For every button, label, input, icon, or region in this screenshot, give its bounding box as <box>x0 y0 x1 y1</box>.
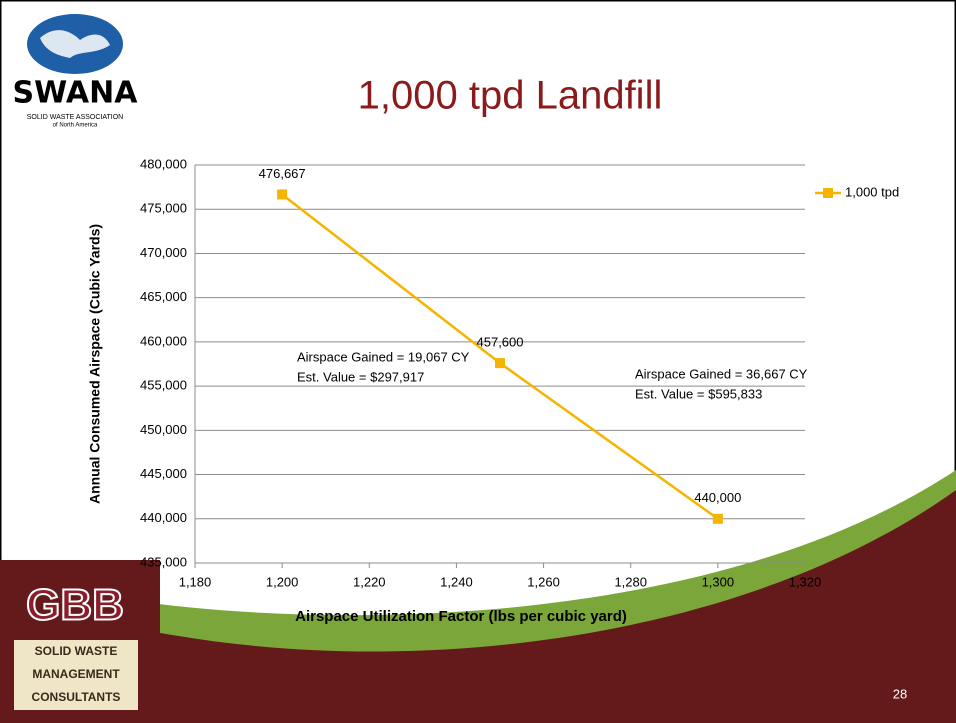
page-number: 28 <box>893 686 907 701</box>
x-tick-label: 1,220 <box>353 574 386 589</box>
x-tick-label: 1,320 <box>789 574 822 589</box>
annotation: Airspace Gained = 19,067 CY <box>297 349 470 364</box>
x-tick-label: 1,260 <box>527 574 560 589</box>
marker <box>712 513 723 524</box>
data-label: 476,667 <box>259 166 306 181</box>
marker <box>495 358 505 369</box>
gbb-line: MANAGEMENT <box>32 667 120 681</box>
x-tick-label: 1,280 <box>614 574 647 589</box>
data-label: 457,600 <box>477 335 524 350</box>
gbb-line: CONSULTANTS <box>32 690 121 704</box>
annotation: Airspace Gained = 36,667 CY <box>635 366 808 381</box>
globe-land <box>40 30 110 58</box>
y-tick-label: 445,000 <box>140 466 187 481</box>
annotation: Est. Value = $595,833 <box>635 386 762 401</box>
y-tick-label: 460,000 <box>140 333 187 348</box>
y-tick-label: 455,000 <box>140 378 187 393</box>
annotation: Est. Value = $297,917 <box>297 369 424 384</box>
x-tick-label: 1,200 <box>266 574 299 589</box>
gbb-box <box>14 640 138 710</box>
gbb-name: GBB <box>26 581 124 630</box>
legend-label: 1,000 tpd <box>845 184 899 199</box>
marker <box>277 189 288 200</box>
legend-marker <box>823 188 833 198</box>
swana-subtitle: of North America <box>53 123 98 129</box>
x-tick-label: 1,240 <box>440 574 473 589</box>
y-tick-label: 480,000 <box>140 156 187 171</box>
y-tick-label: 440,000 <box>140 510 187 525</box>
y-tick-label: 475,000 <box>140 201 187 216</box>
x-tick-label: 1,180 <box>179 574 212 589</box>
x-axis-label: Airspace Utilization Factor (lbs per cub… <box>295 608 627 625</box>
maroon-band <box>0 490 956 723</box>
y-tick-label: 450,000 <box>140 422 187 437</box>
x-tick-label: 1,300 <box>702 574 735 589</box>
data-label: 440,000 <box>694 490 741 505</box>
y-tick-label: 435,000 <box>140 554 187 569</box>
y-tick-label: 465,000 <box>140 289 187 304</box>
chart-title: 1,000 tpd Landfill <box>358 74 663 118</box>
y-tick-label: 470,000 <box>140 245 187 260</box>
swana-name: SWANA <box>13 76 139 111</box>
y-axis-label: Annual Consumed Airspace (Cubic Yards) <box>87 224 103 504</box>
swana-subtitle: SOLID WASTE ASSOCIATION <box>27 114 123 121</box>
gbb-line: SOLID WASTE <box>35 644 118 658</box>
